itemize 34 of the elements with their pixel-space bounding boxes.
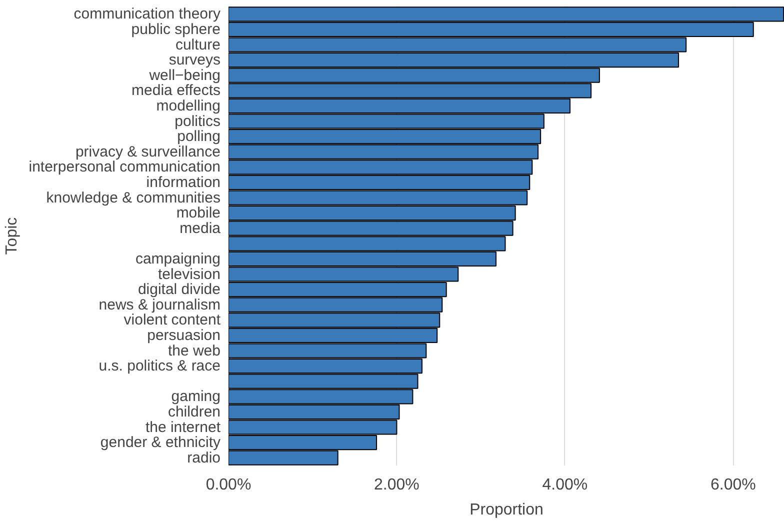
y-tick-label: public sphere: [131, 20, 221, 38]
y-tick-label: radio: [187, 449, 221, 466]
y-tick-label: polling: [177, 128, 221, 146]
y-tick-label: well−being: [148, 66, 221, 84]
y-tick-label: communication theory: [74, 6, 221, 23]
y-tick-label: culture: [175, 36, 221, 54]
x-tick-label: 6.00%: [710, 476, 756, 494]
y-tick-label: mobile: [176, 204, 220, 222]
x-tick-label: 2.00%: [374, 476, 420, 494]
y-tick-label: politics: [174, 112, 221, 130]
y-tick-label: knowledge & communities: [46, 189, 221, 206]
y-tick-label: children: [168, 403, 220, 420]
y-tick-label: gaming: [171, 388, 221, 406]
y-tick-label: media: [180, 220, 222, 237]
y-axis-title: Topic: [4, 217, 21, 255]
y-tick-label: the internet: [145, 418, 222, 436]
y-tick-label: gender & ethnicity: [100, 434, 221, 452]
y-tick-label: u.s. politics & race: [98, 358, 221, 375]
x-tick-label: 0.00%: [206, 476, 252, 494]
y-tick-label: interpersonal communication: [28, 158, 221, 176]
y-tick-label: digital divide: [138, 281, 221, 298]
y-tick-label: campaigning: [135, 250, 221, 268]
y-tick-label: modelling: [156, 97, 221, 114]
y-tick-label: the web: [168, 342, 221, 360]
y-tick-label: media effects: [132, 82, 221, 100]
y-tick-label: news & journalism: [98, 296, 221, 314]
y-tick-label: television: [158, 266, 221, 283]
y-tick-label: surveys: [168, 52, 221, 69]
x-axis-title: Proportion: [470, 502, 544, 518]
x-tick-label: 4.00%: [542, 476, 588, 494]
y-tick-label: violent content: [124, 312, 222, 329]
y-tick-label: information: [146, 174, 220, 191]
y-tick-label: persuasion: [147, 326, 221, 344]
y-tick-label: privacy & surveillance: [75, 143, 221, 160]
